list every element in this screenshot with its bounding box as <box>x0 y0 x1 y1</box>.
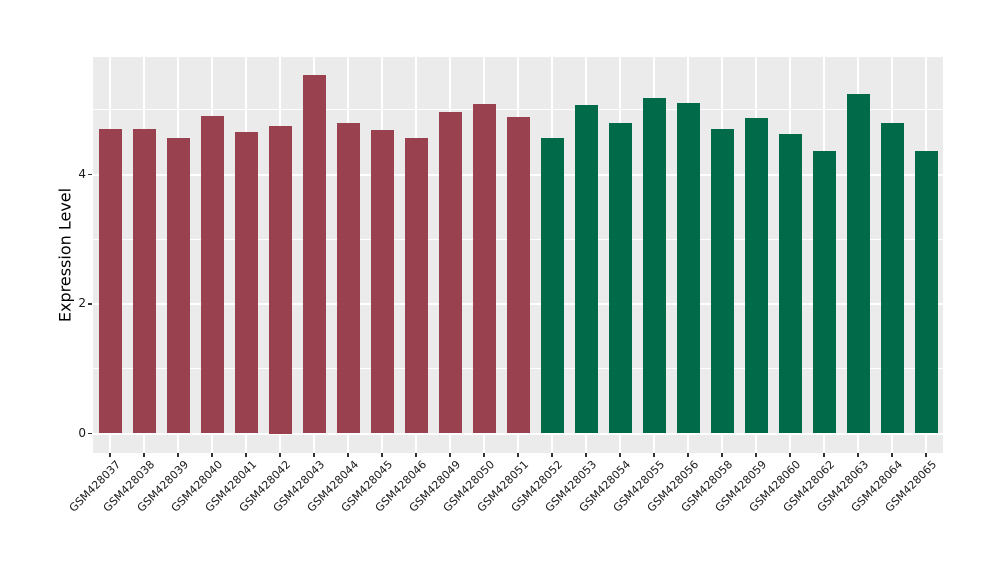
bar <box>166 137 190 434</box>
x-tick-mark <box>687 453 689 457</box>
y-tick-label: 4 <box>78 166 86 181</box>
x-tick-mark <box>925 453 927 457</box>
bar <box>846 94 870 434</box>
bar <box>778 134 802 434</box>
x-tick-mark <box>755 453 757 457</box>
y-tick-label: 0 <box>78 425 86 440</box>
bar <box>880 122 904 434</box>
x-tick-mark <box>823 453 825 457</box>
bar <box>98 129 122 434</box>
bar <box>506 116 530 434</box>
bar <box>642 98 666 434</box>
x-tick-mark <box>585 453 587 457</box>
x-tick-mark <box>381 453 383 457</box>
x-tick-mark <box>449 453 451 457</box>
x-tick-mark <box>313 453 315 457</box>
bar <box>200 116 224 434</box>
bar <box>710 129 734 434</box>
bar <box>268 125 292 434</box>
x-tick-mark <box>177 453 179 457</box>
x-tick-mark <box>789 453 791 457</box>
x-tick-mark <box>109 453 111 457</box>
bar <box>608 123 632 434</box>
x-tick-mark <box>653 453 655 457</box>
plot-panel <box>93 57 943 453</box>
bar <box>540 137 564 434</box>
y-tick-mark <box>88 173 92 176</box>
bar <box>132 129 156 434</box>
bar <box>302 75 326 434</box>
x-tick-mark <box>143 453 145 457</box>
x-tick-mark <box>891 453 893 457</box>
x-tick-mark <box>721 453 723 457</box>
x-tick-mark <box>619 453 621 457</box>
x-tick-mark <box>211 453 213 457</box>
bar <box>744 118 768 434</box>
x-tick-mark <box>857 453 859 457</box>
bar <box>812 151 836 434</box>
bar <box>914 151 938 434</box>
x-tick-mark <box>483 453 485 457</box>
x-tick-mark <box>279 453 281 457</box>
y-tick-label: 2 <box>78 296 86 310</box>
x-tick-mark <box>551 453 553 457</box>
y-tick-mark <box>88 432 92 435</box>
x-tick-mark <box>347 453 349 457</box>
x-tick-mark <box>415 453 417 457</box>
bar <box>676 102 700 434</box>
bar <box>370 130 394 434</box>
x-tick-mark <box>517 453 519 457</box>
bar <box>438 111 462 434</box>
bar <box>404 137 428 434</box>
bar <box>574 105 598 434</box>
x-tick-mark <box>245 453 247 457</box>
bar <box>336 122 360 434</box>
bar <box>472 103 496 434</box>
bar <box>234 131 258 434</box>
y-tick-mark <box>88 303 92 305</box>
